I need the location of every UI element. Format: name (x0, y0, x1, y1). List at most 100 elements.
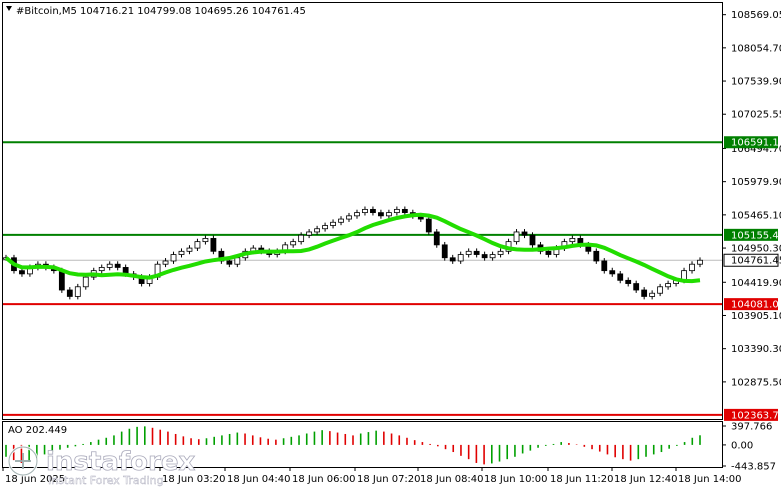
price-tick-label: 103390.30 (731, 344, 781, 355)
candle-body (473, 250, 480, 255)
ao-title: AO 202.449 (8, 425, 67, 436)
candle-body (378, 212, 384, 217)
price-tick-label: 103905.10 (731, 311, 781, 322)
ao-tick-label: -443.857 (731, 462, 776, 473)
current-price-label-bg (723, 253, 779, 267)
candle-body (609, 270, 616, 275)
time-tick-label: 18 Jun 07:20 (357, 474, 421, 485)
candle-body (513, 231, 520, 243)
chart-header: #Bitcoin,M5 104716.21 104799.08 104695.2… (16, 6, 306, 17)
price-tick-label: 107025.55 (731, 110, 781, 121)
candle-body (362, 208, 368, 214)
candle-body (457, 254, 464, 262)
level-label: 106591.11 (731, 138, 781, 149)
candle-body (641, 289, 648, 297)
candle-body (186, 247, 193, 252)
price-tick-label: 108569.05 (731, 10, 781, 21)
price-tick-label: 104950.30 (731, 244, 781, 255)
price-tick-label: 104419.90 (731, 278, 781, 289)
candle-body (370, 208, 376, 214)
candle-body (354, 212, 360, 217)
price-tick-label: 106494.70 (731, 144, 781, 155)
candle-body (689, 263, 695, 272)
candle-body (521, 231, 528, 236)
candle-body (425, 218, 432, 233)
candle-body (298, 234, 305, 243)
level-label-bg (724, 136, 778, 149)
price-tick-label: 108054.70 (731, 43, 781, 54)
watermark-tagline: Instant Forex Trading (48, 474, 164, 487)
candle-body (19, 270, 25, 275)
candle-body (106, 263, 113, 268)
price-tick-label: 107539.90 (731, 77, 781, 88)
candle-body (330, 221, 336, 226)
level-label: 105155.40 (731, 230, 781, 241)
level-label: 104081.03 (731, 300, 781, 311)
time-tick-label: 18 Jun 10:00 (484, 474, 548, 485)
candle-body (346, 215, 352, 220)
candle-body (162, 260, 169, 265)
time-tick-label: 18 Jun 11:20 (550, 474, 614, 485)
main-plot-frame (2, 2, 723, 420)
candle-body (210, 238, 217, 252)
candle-body (441, 244, 448, 259)
candle-body (66, 289, 73, 297)
candle-body (314, 228, 321, 233)
candle-body (593, 250, 600, 262)
candle-body (322, 225, 328, 230)
candle-body (226, 260, 233, 265)
level-label-bg (724, 228, 778, 241)
current-price-label: 104761.45 (731, 256, 781, 267)
level-label-bg (724, 408, 778, 421)
candle-body (625, 279, 632, 284)
price-tick-label: 102875.50 (731, 377, 781, 388)
time-tick-label: 18 Jun 06:00 (292, 474, 356, 485)
candle-body (545, 250, 552, 255)
candle-body (601, 260, 608, 272)
candle-body (306, 231, 313, 236)
level-label: 102363.75 (731, 410, 781, 421)
candle-body (657, 286, 664, 294)
candle-body (465, 250, 472, 255)
time-tick-label: 18 Jun 2025 (5, 474, 65, 485)
candle-body (497, 250, 504, 255)
candle-body (234, 257, 241, 265)
candle-body (290, 241, 297, 246)
candle-body (178, 250, 185, 255)
candle-body (401, 208, 408, 214)
candle-body (385, 212, 392, 217)
candle-body (633, 283, 640, 291)
candle-body (74, 286, 81, 297)
candle-body (338, 218, 344, 223)
time-tick-label: 18 Jun 08:40 (420, 474, 484, 485)
price-tick-label: 105465.10 (731, 210, 781, 221)
candle-body (481, 254, 488, 259)
time-tick-label: 18 Jun 04:40 (227, 474, 291, 485)
candle-body (433, 231, 440, 246)
time-tick-label: 18 Jun 03:20 (162, 474, 226, 485)
watermark-brand: instaforex (46, 447, 196, 477)
candle-body (82, 276, 89, 288)
candle-body (489, 254, 496, 259)
candle-body (617, 273, 624, 281)
ao-tick-label: 0.00 (731, 440, 753, 451)
candle-body (393, 208, 400, 214)
time-tick-label: 18 Jun 12:40 (614, 474, 678, 485)
candle-body (697, 259, 703, 265)
candle-body (114, 263, 121, 268)
candle-body (649, 292, 656, 297)
moving-average-line (4, 212, 701, 284)
instaforex-logo (7, 445, 39, 477)
collapse-triangle-icon[interactable] (6, 6, 12, 11)
candle-body (529, 234, 536, 246)
candle-body (202, 238, 209, 243)
level-label-bg (724, 298, 778, 311)
candle-body (58, 270, 65, 291)
candle-body (569, 238, 576, 243)
candle-body (170, 254, 177, 262)
time-tick-label: 18 Jun 14:00 (678, 474, 742, 485)
candle-body (665, 283, 671, 288)
ao-tick-label: 397.766 (731, 422, 772, 433)
